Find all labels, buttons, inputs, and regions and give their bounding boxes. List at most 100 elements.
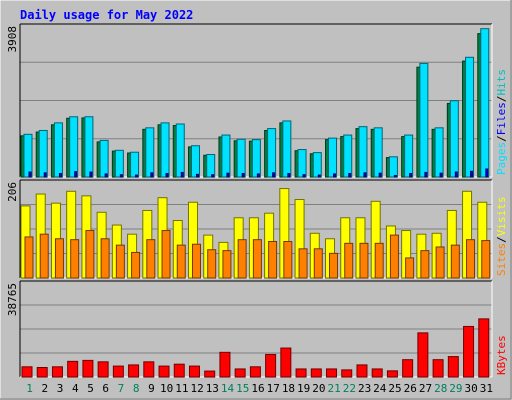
bar-pages-30 [470,170,474,178]
bar-kbytes-6 [97,361,109,378]
bar-kbytes-15 [234,368,246,378]
chart-panels: 3908Pages/Files/Hits206Sites/Visits38765… [6,23,508,378]
bar-sites-13 [207,249,217,279]
bar-hits-6 [99,139,109,178]
legend-separator: / [495,135,508,142]
x-tick-label-5: 5 [87,382,94,395]
bar-hits-25 [388,156,398,178]
bar-kbytes-9 [143,361,155,378]
bar-sites-12 [191,243,201,279]
bar-pages-23 [363,172,367,178]
legend-kbytes: KBytes [495,335,508,375]
legend-hits: Hits [495,69,508,96]
panel-kbytes: 38765 KBytes [6,280,508,378]
bar-pages-2 [43,172,47,178]
bar-kbytes-16 [249,366,261,378]
bar-pages-12 [195,173,199,178]
x-tick-label-2: 2 [42,382,49,395]
bar-hits-16 [251,139,261,178]
bar-hits-29 [449,100,459,178]
bar-sites-7 [115,244,125,279]
x-tick-label-6: 6 [102,382,109,395]
bar-kbytes-4 [67,360,79,378]
bar-kbytes-31 [478,318,490,378]
bar-pages-21 [333,173,337,178]
bar-sites-20 [313,248,323,279]
bar-sites-16 [252,239,262,279]
bar-hits-12 [190,145,200,178]
bar-hits-22 [343,134,353,178]
x-tick-label-10: 10 [160,382,173,395]
bar-hits-9 [145,127,155,178]
x-tick-label-13: 13 [206,382,219,395]
x-tick-label-1: 1 [26,382,33,395]
bar-kbytes-11 [173,363,185,378]
bar-sites-25 [389,234,399,279]
legend-pages: Pages [495,142,508,175]
bar-hits-28 [434,127,444,178]
bar-sites-28 [435,246,445,279]
bar-hits-3 [53,122,63,178]
bar-hits-26 [404,134,414,178]
bar-hits-17 [267,128,277,178]
bar-hits-20 [312,152,322,178]
legend-separator: / [495,96,508,103]
legend-separator: / [495,236,508,243]
bar-hits-24 [373,127,383,178]
bar-pages-22 [348,173,352,178]
bar-pages-10 [165,173,169,178]
bar-hits-30 [465,56,475,178]
bar-sites-15 [237,239,247,279]
legend-files: Files [495,102,508,135]
x-tick-label-18: 18 [282,382,295,395]
bar-kbytes-21 [326,368,338,378]
bar-kbytes-24 [371,368,383,378]
bar-hits-23 [358,126,368,178]
bar-hits-13 [206,154,216,178]
bar-sites-10 [161,230,171,279]
x-axis-labels: 1 2 3 4 5 6 7 8 9 10 11 12 13 14 15 16 17 18 19 20 21 22 23 24 2… [26,382,493,395]
bar-hits-14 [221,134,231,178]
x-tick-label-26: 26 [404,382,417,395]
legend-visits: Visits [495,197,508,237]
bar-kbytes-29 [447,356,459,378]
x-tick-label-15: 15 [236,382,249,395]
x-tick-label-4: 4 [72,382,79,395]
x-tick-label-19: 19 [297,382,310,395]
bar-hits-15 [236,138,246,178]
bar-kbytes-3 [51,366,63,378]
bar-sites-9 [146,239,156,279]
bar-hits-4 [69,116,79,178]
bar-pages-16 [256,173,260,178]
x-tick-label-29: 29 [449,382,462,395]
bar-kbytes-25 [386,370,398,378]
x-tick-label-27: 27 [419,382,432,395]
x-tick-label-8: 8 [133,382,140,395]
x-tick-label-22: 22 [343,382,356,395]
bar-hits-11 [175,123,185,178]
bar-hits-8 [130,151,140,178]
bar-kbytes-13 [204,370,216,378]
x-tick-label-31: 31 [480,382,493,395]
bar-pages-14 [226,172,230,178]
bar-sites-21 [329,252,339,279]
bar-pages-8 [135,174,139,178]
bar-pages-19 [302,174,306,178]
bar-sites-30 [466,239,476,279]
legend-hits-files-pages: Pages/Files/Hits [495,69,508,175]
bar-pages-1 [28,171,32,178]
bar-pages-24 [378,172,382,178]
y-max-label-hits-files-pages: 3908 [6,26,19,53]
y-max-label-kbytes: 38765 [6,283,19,316]
bar-kbytes-26 [402,359,414,378]
bar-hits-7 [114,149,124,178]
panel-visits-sites: 206 Sites/Visits [6,179,508,279]
legend-sites: Sites [495,243,508,276]
bar-sites-2 [39,233,49,279]
bar-sites-1 [24,236,34,279]
bar-kbytes-7 [112,365,124,378]
bar-kbytes-10 [158,365,170,378]
bar-sites-3 [54,238,64,279]
bar-pages-26 [409,173,413,178]
